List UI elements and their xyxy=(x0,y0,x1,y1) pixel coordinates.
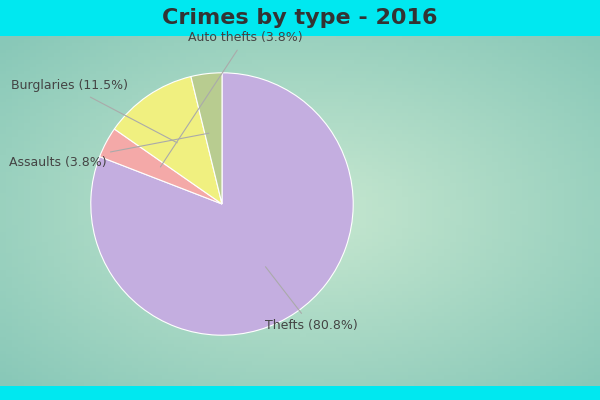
Text: Auto thefts (3.8%): Auto thefts (3.8%) xyxy=(160,31,303,167)
Text: Crimes by type - 2016: Crimes by type - 2016 xyxy=(162,8,438,28)
Text: Assaults (3.8%): Assaults (3.8%) xyxy=(9,133,209,168)
Text: Burglaries (11.5%): Burglaries (11.5%) xyxy=(11,80,177,143)
Text: @City-Data.com: @City-Data.com xyxy=(491,52,582,62)
Text: Thefts (80.8%): Thefts (80.8%) xyxy=(265,267,358,332)
Wedge shape xyxy=(91,73,353,335)
Wedge shape xyxy=(100,129,222,204)
Wedge shape xyxy=(115,76,222,204)
Wedge shape xyxy=(191,73,222,204)
